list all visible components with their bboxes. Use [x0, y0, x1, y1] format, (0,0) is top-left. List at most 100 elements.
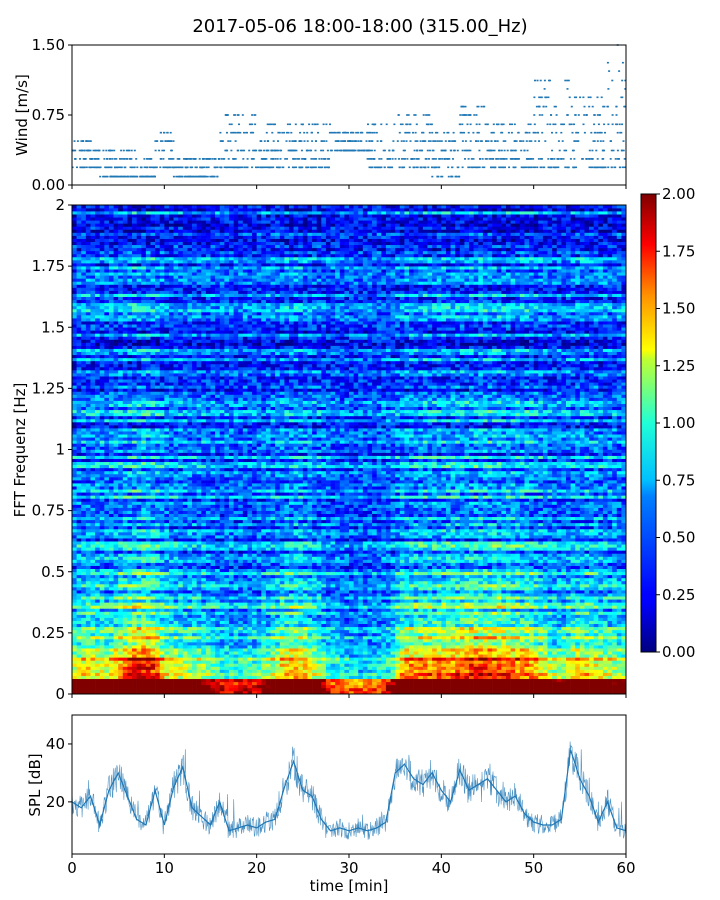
wind-point — [235, 158, 237, 160]
spectrogram-cell — [349, 682, 354, 685]
spectrogram-cell — [169, 648, 174, 651]
spectrogram-cell — [460, 624, 465, 627]
spectrogram-cell — [344, 670, 349, 673]
wind-point — [446, 132, 448, 134]
spectrogram-cell — [340, 657, 345, 660]
spectrogram-cell — [317, 630, 322, 633]
spectrogram-cell — [395, 636, 400, 639]
spectrogram-cell — [460, 618, 465, 621]
wind-point — [431, 132, 433, 134]
spectrogram-cell — [155, 611, 160, 614]
spectrogram-cell — [427, 654, 432, 657]
spectrogram-cell — [548, 657, 553, 660]
spectrogram-cell — [372, 676, 377, 679]
spectrogram-cell — [275, 663, 280, 666]
spectrogram-cell — [478, 660, 483, 663]
spectrogram-cell — [100, 608, 105, 611]
spectrogram-cell — [160, 639, 165, 642]
spectrogram-cell — [400, 673, 405, 676]
wind-point — [595, 167, 597, 169]
spectrogram-cell — [312, 615, 317, 618]
spectrogram-cell — [90, 605, 95, 608]
spectrogram-cell — [271, 651, 276, 654]
spectrogram-cell — [603, 654, 608, 657]
spectrogram-cell — [146, 679, 151, 682]
spectrogram-cell — [183, 624, 188, 627]
wind-point — [511, 132, 513, 134]
spectrogram-cell — [224, 627, 229, 630]
wind-point — [374, 132, 376, 134]
spectrogram-cell — [469, 624, 474, 627]
spectrogram-cell — [538, 666, 543, 669]
wind-point — [427, 150, 429, 152]
spectrogram-cell — [460, 663, 465, 666]
spectrogram-cell — [474, 685, 479, 688]
spectrogram-cell — [169, 608, 174, 611]
wind-point — [120, 150, 122, 152]
spectrogram-cell — [201, 688, 206, 691]
spectrogram-cell — [520, 611, 525, 614]
spectrogram-cell — [192, 615, 197, 618]
spectrogram-cell — [247, 676, 252, 679]
spectrogram-cell — [358, 676, 363, 679]
spectrogram-cell — [589, 660, 594, 663]
spectrogram-cell — [271, 688, 276, 691]
spectrogram-cell — [206, 670, 211, 673]
spectrogram-cell — [386, 648, 391, 651]
spectrogram-cell — [155, 648, 160, 651]
spectrogram-cell — [174, 688, 179, 691]
spectrogram-cell — [123, 673, 128, 676]
wind-point — [306, 132, 308, 134]
spectrogram-cell — [229, 611, 234, 614]
spectrogram-cell — [155, 660, 160, 663]
wind-point — [592, 106, 594, 108]
spectrogram-cell — [298, 657, 303, 660]
spectrogram-cell — [234, 654, 239, 657]
spectrogram-cell — [589, 676, 594, 679]
spectrogram-cell — [187, 670, 192, 673]
spectrogram-cell — [580, 611, 585, 614]
spectrogram-cell — [243, 688, 248, 691]
spectrogram-cell — [90, 679, 95, 682]
wind-point — [324, 158, 326, 160]
spectrogram-cell — [548, 648, 553, 651]
spectrogram-cell — [395, 627, 400, 630]
wind-point — [618, 70, 620, 72]
spectrogram-cell — [534, 633, 539, 636]
spectrogram-cell — [377, 648, 382, 651]
spectrogram-cell — [488, 679, 493, 682]
spectrogram-cell — [367, 636, 372, 639]
spectrogram-cell — [109, 676, 114, 679]
spectrogram-cell — [377, 645, 382, 648]
spectrogram-cell — [344, 608, 349, 611]
spectrogram-cell — [118, 654, 123, 657]
spectrogram-cell — [229, 636, 234, 639]
spectrogram-cell — [492, 642, 497, 645]
spectrogram-cell — [118, 611, 123, 614]
wind-point — [439, 140, 441, 142]
spectrogram-cell — [252, 615, 257, 618]
spectrogram-cell — [478, 615, 483, 618]
spectrogram-cell — [349, 642, 354, 645]
spectrogram-cell — [294, 627, 299, 630]
spectrogram-cell — [229, 627, 234, 630]
spectrogram-cell — [303, 633, 308, 636]
spectrogram-cell — [603, 688, 608, 691]
spectrogram-cell — [141, 642, 146, 645]
spectrogram-cell — [483, 645, 488, 648]
spectrogram-cell — [437, 615, 442, 618]
spectrogram-cell — [266, 630, 271, 633]
spectrogram-cell — [294, 608, 299, 611]
spectrogram-cell — [478, 676, 483, 679]
spectrogram-cell — [534, 654, 539, 657]
spectrogram-cell — [460, 660, 465, 663]
spectrogram-cell — [414, 670, 419, 673]
spectrogram-cell — [243, 673, 248, 676]
spectrogram-cell — [464, 682, 469, 685]
spectrogram-cell — [275, 679, 280, 682]
spectrogram-cell — [335, 651, 340, 654]
wind-point — [273, 140, 275, 142]
spectrogram-cell — [446, 648, 451, 651]
spectrogram-cell — [612, 642, 617, 645]
spectrogram-cell — [141, 618, 146, 621]
